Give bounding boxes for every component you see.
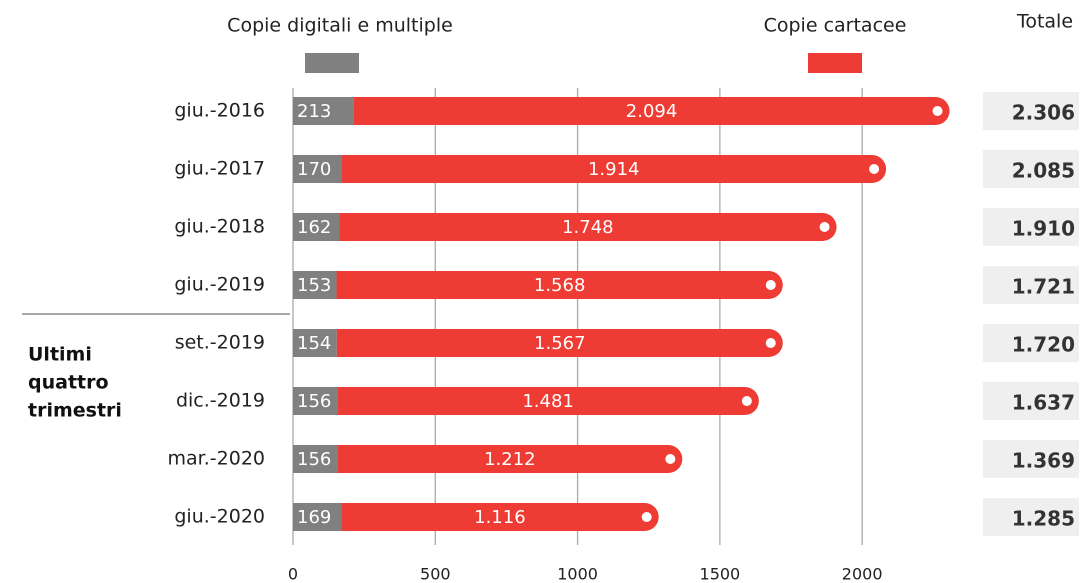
end-dot (639, 510, 654, 524)
total-box (983, 150, 1079, 188)
bar-segment (293, 213, 340, 241)
total-label: 2.085 (1012, 159, 1075, 183)
value-label: 213 (297, 101, 331, 122)
category-label: giu.-2017 (174, 158, 265, 180)
total-box (983, 324, 1079, 362)
bar-segment (293, 503, 342, 531)
value-label: 1.481 (522, 391, 574, 412)
end-dot (817, 220, 832, 234)
value-label: 1.212 (484, 449, 536, 470)
total-label: 2.306 (1012, 101, 1075, 125)
annotation-line: quattro (28, 372, 109, 394)
x-tick-label: 500 (420, 565, 451, 583)
bar-segment (339, 213, 837, 241)
bar-segment (293, 271, 337, 299)
value-label: 1.116 (474, 507, 526, 528)
bar-segment (337, 445, 683, 473)
value-label: 162 (297, 217, 331, 238)
bar-segment (293, 387, 338, 415)
end-dot (739, 394, 754, 408)
value-label: 1.568 (534, 275, 586, 296)
legend-swatch (305, 53, 359, 73)
x-tick-label: 1500 (700, 565, 741, 583)
bar-segment (341, 155, 887, 183)
bar-segment (336, 271, 783, 299)
total-box (983, 208, 1079, 246)
total-label: 1.910 (1012, 217, 1075, 241)
category-label: set.-2019 (175, 332, 265, 354)
bar-segment (341, 503, 659, 531)
end-dot (763, 336, 778, 350)
category-label: giu.-2020 (174, 506, 265, 528)
x-tick-label: 1000 (557, 565, 598, 583)
end-dot (763, 278, 778, 292)
annotation-line: Ultimi (28, 344, 92, 366)
value-label: 170 (297, 159, 331, 180)
value-label: 156 (297, 391, 331, 412)
total-box (983, 92, 1079, 130)
totals-header: Totale (1016, 11, 1073, 33)
category-label: giu.-2018 (174, 216, 265, 238)
category-label: giu.-2019 (174, 274, 265, 296)
total-label: 1.369 (1012, 449, 1075, 473)
bar-segment (293, 445, 338, 473)
annotation-line: trimestri (28, 400, 122, 422)
bar-segment (293, 97, 354, 125)
bar-segment (293, 329, 337, 357)
bar-segment (337, 387, 759, 415)
value-label: 1.914 (588, 159, 640, 180)
end-dot (663, 452, 678, 466)
total-label: 1.720 (1012, 333, 1075, 357)
total-label: 1.721 (1012, 275, 1075, 299)
x-tick-label: 2000 (842, 565, 883, 583)
bar-segment (336, 329, 783, 357)
total-label: 1.637 (1012, 391, 1075, 415)
value-label: 2.094 (626, 101, 678, 122)
legend-label: Copie cartacee (764, 15, 907, 37)
category-label: mar.-2020 (168, 448, 265, 470)
legend-label: Copie digitali e multiple (227, 15, 453, 37)
bar-segment (353, 97, 950, 125)
total-box (983, 266, 1079, 304)
value-label: 154 (297, 333, 331, 354)
x-tick-label: 0 (288, 565, 298, 583)
category-label: giu.-2016 (174, 100, 265, 122)
total-box (983, 498, 1079, 536)
legend-swatch (808, 53, 862, 73)
bar-segment (293, 155, 342, 183)
total-box (983, 382, 1079, 420)
end-dot (867, 162, 882, 176)
value-label: 1.748 (562, 217, 614, 238)
end-dot (930, 104, 945, 118)
total-box (983, 440, 1079, 478)
value-label: 153 (297, 275, 331, 296)
total-label: 1.285 (1012, 507, 1075, 531)
category-label: dic.-2019 (176, 390, 265, 412)
value-label: 1.567 (534, 333, 586, 354)
value-label: 156 (297, 449, 331, 470)
value-label: 169 (297, 507, 331, 528)
